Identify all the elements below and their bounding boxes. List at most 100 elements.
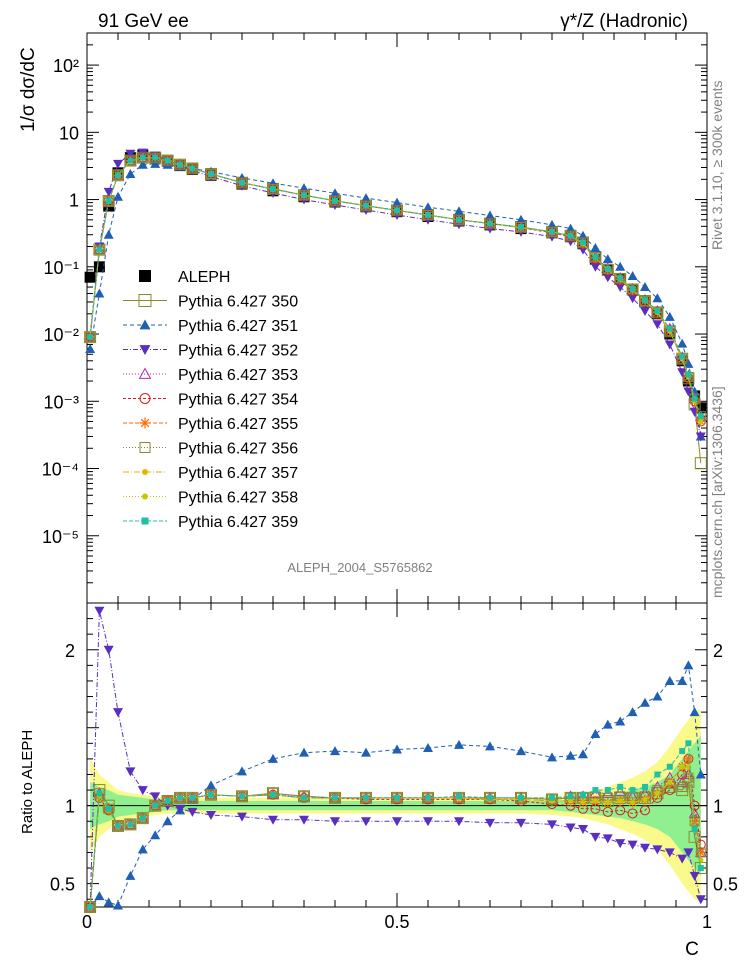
- data-point: [615, 283, 626, 293]
- ratio-point: [162, 795, 173, 806]
- ratio-point: [206, 780, 216, 790]
- ratio-point: [152, 802, 159, 809]
- ratio-point: [301, 794, 307, 801]
- data-point: [578, 230, 588, 240]
- ratio-point: [150, 830, 161, 840]
- data-point: [652, 307, 663, 318]
- ratio-point: [695, 847, 706, 858]
- legend-marker: [139, 393, 151, 404]
- data-point: [125, 149, 136, 159]
- ratio-point: [679, 764, 685, 770]
- ratio-point: [666, 763, 673, 770]
- ratio-point: [137, 844, 148, 854]
- legend-marker: [139, 417, 151, 429]
- series-10: [87, 154, 704, 420]
- ratio-point: [485, 741, 495, 751]
- ratio-line: [89, 766, 702, 908]
- ratio-point: [237, 766, 247, 776]
- data-point: [602, 273, 613, 283]
- ratio-point: [590, 728, 601, 738]
- ratio-point: [239, 793, 245, 800]
- ratio-tick-label: 2: [65, 641, 75, 661]
- data-point: [270, 186, 276, 193]
- ratio-point: [87, 904, 94, 910]
- x-tick-label: 1: [702, 912, 712, 932]
- ratio-point: [113, 820, 123, 831]
- data-point: [162, 155, 173, 166]
- legend-marker: [142, 469, 148, 475]
- ratio-point: [175, 804, 185, 814]
- ratio-point: [139, 815, 146, 822]
- legend-entry-0: ALEPH: [139, 269, 230, 286]
- ratio-point: [549, 794, 555, 801]
- ratio-point: [640, 805, 650, 816]
- data-point: [697, 413, 704, 420]
- ratio-point: [189, 794, 196, 801]
- data-point: [590, 243, 601, 253]
- data-point: [113, 159, 123, 169]
- data-point: [103, 196, 114, 207]
- legend-marker: [141, 517, 149, 525]
- data-point: [150, 158, 161, 168]
- legend-entry-5: Pythia 6.427 354: [123, 392, 298, 409]
- ratio-point: [604, 787, 611, 794]
- data-point: [602, 263, 613, 274]
- header-left: 91 GeV ee: [98, 11, 189, 32]
- ratio-point: [683, 660, 694, 670]
- ratio-point: [454, 739, 464, 749]
- legend-marker: [142, 493, 148, 500]
- ratio-point: [652, 845, 663, 855]
- data-point: [695, 402, 707, 414]
- data-point: [565, 223, 576, 233]
- data-point: [654, 308, 661, 315]
- ratio-point: [547, 752, 557, 762]
- ratio-point: [94, 606, 105, 616]
- ratio-point: [125, 819, 136, 830]
- ratio-point: [127, 821, 134, 828]
- data-point: [239, 179, 245, 186]
- legend-label: Pythia 6.427 353: [178, 367, 298, 384]
- data-point: [664, 311, 675, 321]
- ratio-point: [270, 791, 276, 798]
- ratio-point: [685, 740, 692, 747]
- legend-label: Pythia 6.427 351: [178, 318, 298, 335]
- data-point: [164, 157, 171, 164]
- ratio-point: [695, 895, 706, 905]
- ratio-point: [627, 840, 638, 850]
- ratio-point: [454, 817, 464, 827]
- y-tick-label: 10⁻⁴: [42, 460, 79, 480]
- data-point: [578, 237, 588, 248]
- ratio-point: [614, 785, 627, 797]
- data-point: [94, 244, 105, 255]
- x-tick-label: 0.5: [384, 912, 409, 932]
- ratio-tick-label: 0.5: [50, 875, 75, 895]
- ratio-point: [423, 817, 433, 827]
- ratio-point: [187, 807, 198, 817]
- ratio-series-10: [87, 740, 704, 910]
- ratio-point: [697, 865, 704, 872]
- ratio-point: [592, 787, 599, 794]
- ratio-line: [89, 756, 702, 908]
- ratio-point: [487, 794, 493, 801]
- ratio-point: [137, 786, 148, 796]
- data-point: [640, 307, 650, 317]
- ratio-point: [627, 808, 638, 819]
- ratio-point: [617, 783, 624, 790]
- legend-entry-8: Pythia 6.427 357: [123, 465, 298, 482]
- legend-entry-2: Pythia 6.427 351: [123, 318, 298, 335]
- ratio-point: [691, 826, 698, 833]
- ratio-point: [580, 791, 586, 798]
- data-point: [695, 432, 706, 442]
- legend: ALEPH Pythia 6.427 350 Pythia 6.427 351 Pyt…: [123, 269, 298, 531]
- ratio-point: [677, 781, 688, 792]
- ratio-point: [679, 748, 686, 755]
- ratio-point: [654, 790, 660, 796]
- data-point: [664, 340, 675, 350]
- data-point: [683, 387, 694, 397]
- data-point: [604, 265, 611, 272]
- data-point: [125, 168, 136, 178]
- y-tick-label: 10: [59, 123, 79, 143]
- ratio-point: [113, 900, 123, 910]
- y-tick-label: 10⁻¹: [43, 258, 79, 278]
- y-tick-label: 1: [69, 191, 79, 211]
